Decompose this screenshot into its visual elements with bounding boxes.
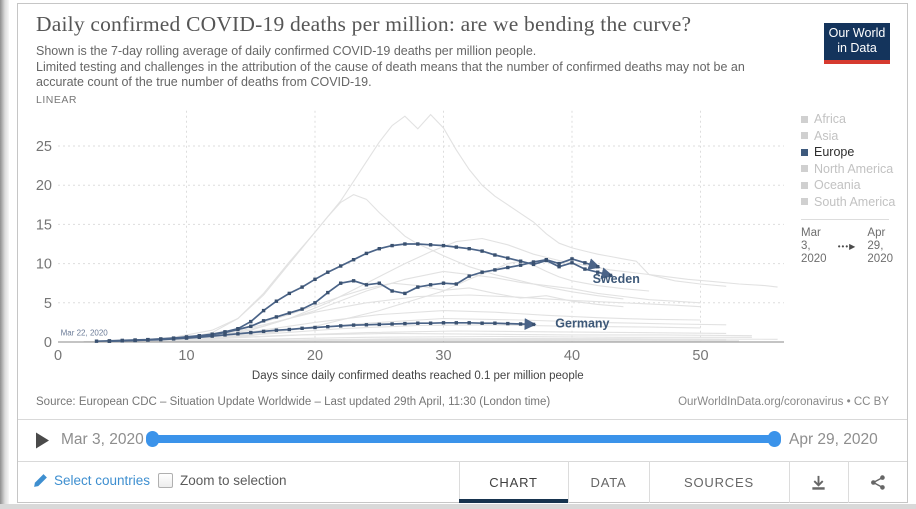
checkbox-icon[interactable]	[158, 473, 173, 488]
svg-text:0: 0	[44, 335, 52, 351]
timeline-start-label: Mar 3, 2020	[61, 431, 144, 448]
source-text: Source: European CDC – Situation Update …	[36, 396, 551, 408]
svg-text:10: 10	[36, 257, 52, 273]
separator	[789, 461, 790, 503]
svg-text:20: 20	[36, 178, 52, 194]
svg-text:50: 50	[692, 348, 708, 364]
separator	[848, 461, 849, 503]
footer-controls: Select countries Zoom to selection CHART…	[18, 461, 907, 503]
timeline-slider[interactable]	[146, 431, 781, 447]
range-start-date: Mar 3, 2020	[801, 227, 827, 265]
tab-sources[interactable]: SOURCES	[684, 474, 754, 490]
svg-text:40: 40	[564, 348, 580, 364]
slider-handle-start[interactable]	[146, 431, 159, 447]
legend-item-asia[interactable]: Asia	[801, 128, 901, 145]
attribution-text: OurWorldInData.org/coronavirus • CC BY	[678, 396, 889, 408]
share-button[interactable]	[848, 461, 908, 503]
legend-marker-icon	[801, 132, 808, 140]
divider	[18, 461, 907, 462]
legend-item-north-america[interactable]: North America	[801, 161, 901, 178]
download-button[interactable]	[789, 461, 848, 503]
tab-chart[interactable]: CHART	[459, 461, 568, 503]
legend-marker-icon	[801, 148, 808, 156]
subtitle-line: Limited testing and challenges in the at…	[36, 59, 745, 74]
legend-item-south-america[interactable]: South America	[801, 194, 901, 211]
subtitle-line: accurate count of the true number of dea…	[36, 75, 372, 89]
pencil-icon	[34, 474, 47, 487]
page-title: Daily confirmed COVID-19 deaths per mill…	[36, 12, 692, 36]
window-edge-shadow	[0, 0, 9, 509]
legend-marker-icon	[801, 198, 808, 206]
svg-text:15: 15	[36, 217, 52, 233]
separator	[459, 461, 460, 503]
legend: Africa Asia Europe North America Oceania…	[801, 111, 901, 266]
window-bottom-edge	[0, 504, 916, 509]
zoom-to-selection-checkbox[interactable]: Zoom to selection	[151, 473, 287, 488]
timeline-row: Mar 3, 2020 Apr 29, 2020	[18, 420, 907, 461]
timeline-end-label: Apr 29, 2020	[789, 431, 878, 448]
slider-handle-end[interactable]	[768, 431, 781, 447]
legend-marker-icon	[801, 181, 808, 189]
date-range-indicator: Mar 3, 2020 •••▶ Apr 29, 2020	[801, 227, 893, 266]
range-end-date: Apr 29, 2020	[867, 227, 893, 265]
select-countries-button[interactable]: Select countries	[33, 473, 150, 488]
chart-canvas[interactable]: Sweden Germany Mar 22, 2020 0 5 10 15 20 25 0 10 20…	[18, 102, 909, 387]
chart-card: Daily confirmed COVID-19 deaths per mill…	[17, 3, 908, 503]
svg-text:25: 25	[36, 139, 52, 155]
svg-text:20: 20	[307, 348, 323, 364]
share-icon	[871, 474, 885, 490]
svg-text:30: 30	[435, 348, 451, 364]
legend-item-oceania[interactable]: Oceania	[801, 177, 901, 194]
legend-divider	[801, 219, 889, 220]
owid-logo-red-bar	[824, 60, 890, 64]
divider	[18, 419, 907, 420]
svg-text:Sweden: Sweden	[593, 272, 640, 286]
legend-item-europe[interactable]: Europe	[801, 144, 901, 161]
range-arrow-icon: •••▶	[837, 242, 857, 251]
legend-item-africa[interactable]: Africa	[801, 111, 901, 128]
svg-text:10: 10	[178, 348, 194, 364]
owid-logo-line2: in Data	[837, 41, 877, 55]
owid-logo-line1: Our World	[828, 26, 886, 40]
subtitle-line: Shown is the 7-day rolling average of da…	[36, 44, 537, 58]
svg-text:5: 5	[44, 296, 52, 312]
play-icon[interactable]	[35, 432, 50, 449]
legend-marker-icon	[801, 165, 808, 173]
svg-text:0: 0	[54, 348, 62, 364]
tab-data[interactable]: DATA	[590, 474, 627, 490]
chart-subtitle: Shown is the 7-day rolling average of da…	[36, 44, 745, 91]
svg-text:Germany: Germany	[555, 317, 609, 331]
source-row: OurWorldInData.org/coronavirus • CC BY S…	[36, 396, 889, 408]
svg-text:Mar 22, 2020: Mar 22, 2020	[61, 329, 109, 338]
owid-logo[interactable]: Our World in Data	[824, 23, 890, 64]
download-icon	[812, 475, 825, 490]
separator	[568, 461, 569, 503]
separator	[649, 461, 650, 503]
svg-text:Days since daily confirmed dea: Days since daily confirmed deaths reache…	[252, 370, 584, 382]
legend-marker-icon	[801, 115, 808, 123]
scale-toggle[interactable]: LINEAR	[36, 94, 77, 106]
